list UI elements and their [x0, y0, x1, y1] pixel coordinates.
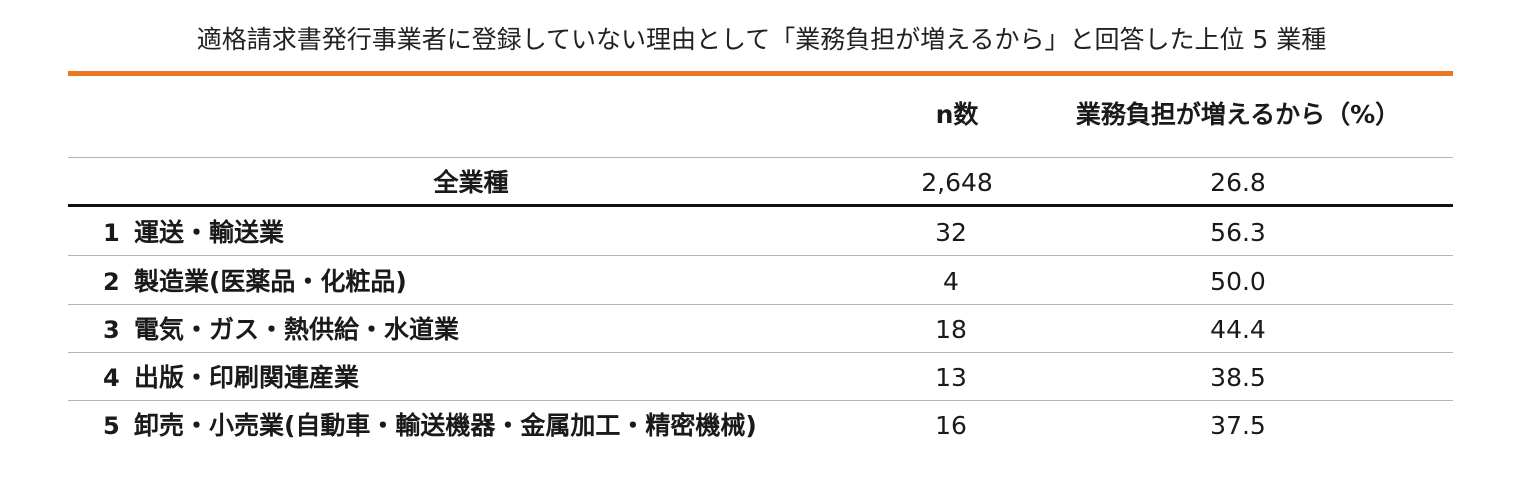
row-rank: 3 [103, 316, 120, 344]
row-rank: 4 [103, 364, 120, 392]
row-pct: 44.4 [1210, 315, 1266, 344]
row-rank: 5 [103, 412, 120, 440]
total-row-pct: 26.8 [1210, 168, 1266, 197]
row-pct: 56.3 [1210, 218, 1266, 247]
column-header-n: n数 [935, 100, 979, 129]
row-industry: 卸売・小売業(自動車・輸送機器・金属加工・精密機械) [134, 411, 757, 440]
row-industry: 出版・印刷関連産業 [134, 363, 360, 392]
total-divider [68, 204, 1453, 207]
row-divider [68, 400, 1453, 401]
total-row-label: 全業種 [433, 168, 509, 197]
row-industry: 製造業(医薬品・化粧品) [134, 267, 407, 296]
row-divider [68, 304, 1453, 305]
row-pct: 50.0 [1210, 267, 1266, 296]
row-n: 32 [935, 218, 967, 247]
row-n: 16 [935, 411, 967, 440]
page-title: 適格請求書発行事業者に登録していない理由として「業務負担が増えるから」と回答した… [196, 25, 1327, 54]
row-divider [68, 352, 1453, 353]
row-industry: 運送・輸送業 [134, 218, 285, 247]
row-pct: 38.5 [1210, 363, 1266, 392]
header-divider [68, 157, 1453, 158]
row-n: 13 [935, 363, 967, 392]
total-row-n: 2,648 [921, 168, 993, 197]
row-industry: 電気・ガス・熱供給・水道業 [134, 315, 460, 344]
row-n: 18 [935, 315, 967, 344]
row-n: 4 [943, 267, 959, 296]
row-pct: 37.5 [1210, 411, 1266, 440]
row-rank: 2 [103, 268, 120, 296]
column-header-pct: 業務負担が増えるから（%） [1075, 100, 1401, 129]
title-underline [68, 71, 1453, 76]
row-divider [68, 255, 1453, 256]
row-rank: 1 [103, 219, 120, 247]
